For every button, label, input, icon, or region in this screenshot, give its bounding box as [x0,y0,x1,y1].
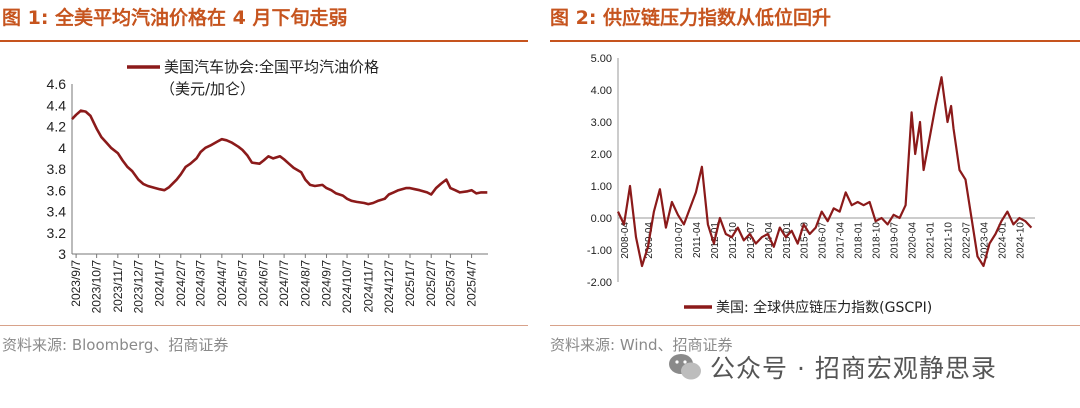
figure2-title: 图 2: 供应链压力指数从低位回升 [550,7,832,29]
chart1-x-tick-label: 2024/1/7 [153,260,167,307]
chart1-x-tick-label: 2023/11/7 [111,260,125,313]
chart1-x-tick-label: 2024/7/7 [277,260,291,307]
figure1-source-rule [0,325,528,326]
chart2-x-tick-label: 2013-07 [746,222,757,259]
chart1-x-tick-label: 2025/4/7 [465,260,479,307]
chart1-x-tick-label: 2024/3/7 [194,260,208,307]
chart2-y-tick-label: 5.00 [591,53,612,65]
figure1-title-rule [0,40,528,42]
chart1-y-tick-label: 3.8 [47,161,67,177]
chart1-y-tick-label: 3.2 [47,225,67,241]
chart2-x-tick-label: 2015-10 [800,222,811,259]
chart2-x-tick-label: 2014-04 [764,222,775,259]
chart1-x-tick-label: 2024/8/7 [298,260,312,307]
figure2-title-rule [550,40,1080,42]
chart1-legend-label: 美国汽车协会:全国平均汽油价格 [164,58,379,76]
figure2-source-rule [550,325,1080,326]
chart2-x-tick-label: 2019-07 [890,222,901,259]
chart2-x-tick-label: 2017-04 [836,222,847,259]
chart1-x-tick-label: 2024/11/7 [361,260,375,313]
chart2-y-tick-label: 4.00 [591,85,612,97]
chart2-x-tick-label: 2024-10 [1015,222,1026,259]
chart2-y-tick-label: -1.00 [587,245,612,257]
chart1-x-tick-label: 2024/10/7 [340,260,354,314]
wechat-icon [668,352,702,382]
chart1-legend-unit: （美元/加仑） [160,80,255,98]
watermark: 公众号 · 招商宏观静思录 [668,347,997,387]
chart2-y-tick-label: 1.00 [591,181,612,193]
chart2-x-tick-label: 2015-01 [782,222,793,259]
watermark-text: 公众号 · 招商宏观静思录 [710,354,997,383]
chart2-x-tick-label: 2010-07 [674,222,685,259]
chart2-x-tick-label: 2016-07 [818,222,829,259]
chart2-x-tick-label: 2018-01 [854,222,865,259]
chart2-x-tick-label: 2008-04 [620,222,631,259]
chart2-x-tick-label: 2021-01 [926,222,937,259]
chart1-y-tick-label: 4 [58,140,66,156]
chart1-x-tick-label: 2025/1/7 [403,260,417,307]
figure1-title: 图 1: 全美平均汽油价格在 4 月下旬走弱 [2,7,348,29]
chart1-y-tick-label: 4.2 [47,119,67,135]
figure1-source: 资料来源: Bloomberg、招商证券 [2,336,229,354]
chart2-y-tick-label: 2.00 [591,149,612,161]
chart2-y-tick-label: 3.00 [591,117,612,129]
chart2-y-tick-label: -2.00 [587,277,612,289]
chart2-series-line [617,76,1033,268]
chart1-x-tick-label: 2024/6/7 [257,260,271,307]
chart2-x-tick-label: 2021-10 [944,222,955,259]
chart1-x-tick-label: 2024/4/7 [215,260,229,307]
chart1-y-tick-label: 3.6 [47,182,67,198]
chart2-x-tick-label: 2018-10 [872,222,883,259]
chart1-x-tick-label: 2024/12/7 [382,260,396,314]
chart2-x-tick-label: 2011-04 [692,222,703,258]
chart1-y-tick-label: 4.4 [47,97,67,113]
chart1-x-tick-label: 2025/3/7 [443,260,457,307]
chart1-x-tick-label: 2024/2/7 [174,260,188,307]
chart1-y-tick-label: 4.6 [47,76,67,92]
chart1-x-tick-label: 2023/10/7 [90,260,104,314]
figure2-source: 资料来源: Wind、招商证券 [550,336,733,354]
chart1-y-tick-label: 3 [58,246,66,262]
chart1-x-tick-label: 2023/9/7 [69,260,83,307]
chart2-x-tick-label: 2024-01 [997,222,1008,259]
chart1-series-line [71,109,488,206]
chart1-x-tick-label: 2024/5/7 [235,260,249,307]
chart1-y-tick-label: 3.4 [47,204,67,220]
chart2-x-tick-label: 2020-04 [908,222,919,259]
chart2-x-tick-label: 2023-04 [979,222,990,259]
chart2-legend-label: 美国: 全球供应链压力指数(GSCPI) [716,299,932,316]
chart2-x-tick-label: 2022-07 [962,222,973,259]
chart1-x-tick-label: 2024/9/7 [320,260,334,307]
chart1-x-tick-label: 2025/2/7 [424,260,438,307]
chart1-x-tick-label: 2023/12/7 [131,260,145,314]
chart2-y-tick-label: 0.00 [591,213,612,225]
chart2-x-tick-label: 2012-10 [728,222,739,259]
